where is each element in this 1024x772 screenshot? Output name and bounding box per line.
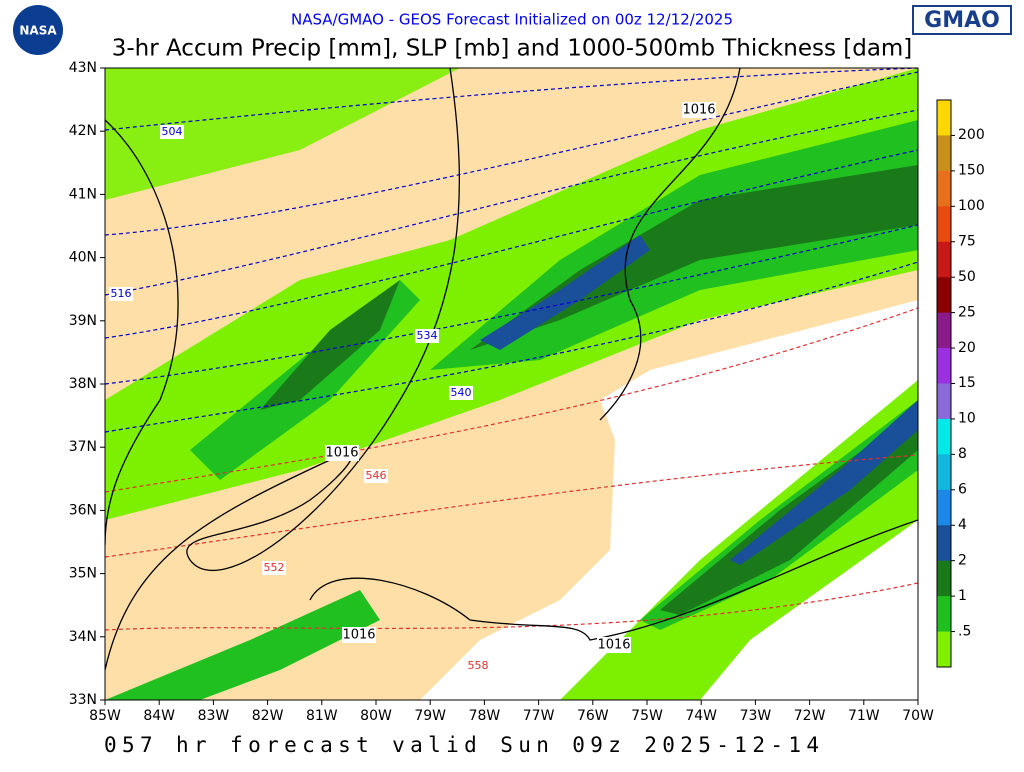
- lon-label: 80W: [360, 708, 392, 724]
- nasa-logo: [13, 5, 63, 55]
- colorbar-label: 200: [958, 127, 985, 143]
- gmao-logo-text: GMAO: [924, 8, 1000, 33]
- colorbar-label: 150: [958, 163, 985, 179]
- pressure-label: 1016: [682, 103, 715, 118]
- contour-label-bg: [415, 329, 439, 343]
- colorbar-label: 15: [958, 375, 976, 391]
- contour-label-bg: [325, 445, 359, 461]
- contour-label-bg: [682, 102, 716, 118]
- thickness-label: 558: [468, 659, 489, 672]
- colorbar-swatch: [937, 135, 951, 172]
- colorbar-swatch: [937, 170, 951, 207]
- colorbar-label: 2: [958, 552, 967, 568]
- colorbar-swatch: [937, 454, 951, 491]
- colorbar-swatch: [937, 100, 951, 136]
- colorbar-label: 100: [958, 198, 985, 214]
- lat-label: 43N: [69, 60, 97, 76]
- lon-label: 77W: [523, 708, 555, 724]
- colorbar-label: 8: [958, 446, 967, 462]
- colorbar-swatch: [937, 489, 951, 526]
- colorbar-swatch: [937, 383, 951, 420]
- gmao-logo: [912, 5, 1012, 35]
- lat-label: 34N: [69, 629, 97, 645]
- contour-label-bg: [597, 637, 631, 653]
- nasa-logo-text: NASA: [19, 24, 57, 38]
- contour-label-bg: [466, 659, 490, 673]
- lon-label: 83W: [198, 708, 230, 724]
- thickness-label: 546: [366, 469, 387, 482]
- contour-label-bg: [262, 561, 286, 575]
- lon-label: 79W: [414, 708, 446, 724]
- map-area: [105, 68, 918, 700]
- thickness-label: 552: [264, 561, 285, 574]
- lon-label: 74W: [685, 708, 717, 724]
- precip-heavy: [470, 165, 918, 350]
- lon-label: 78W: [469, 708, 501, 724]
- colorbar-label: 1: [958, 588, 967, 604]
- lon-label: 85W: [89, 708, 121, 724]
- precip-very-heavy: [480, 235, 650, 350]
- thickness-label: 504: [162, 125, 183, 138]
- colorbar-label: 10: [958, 411, 976, 427]
- colorbar-label: 20: [958, 340, 976, 356]
- lat-label: 41N: [69, 186, 97, 202]
- contour-label-bg: [160, 125, 184, 139]
- contour-label-bg: [364, 469, 388, 483]
- precip-medium: [105, 590, 380, 700]
- lon-label: 81W: [306, 708, 338, 724]
- lon-label: 84W: [143, 708, 175, 724]
- lat-label: 40N: [69, 250, 97, 266]
- thickness-label: 516: [111, 287, 132, 300]
- title: 3-hr Accum Precip [mm], SLP [mb] and 100…: [112, 36, 913, 62]
- thickness-contour: [105, 68, 918, 433]
- lat-label: 42N: [69, 123, 97, 139]
- colorbar-swatch: [937, 241, 951, 278]
- lon-label: 82W: [252, 708, 284, 724]
- contour-label-bg: [449, 386, 473, 400]
- colorbar-swatch: [937, 277, 951, 314]
- colorbar-swatch: [937, 596, 951, 633]
- thickness-label: 534: [417, 329, 438, 342]
- contour-label-bg: [342, 627, 376, 643]
- pressure-label: 1016: [342, 628, 375, 643]
- footer: 057 hr forecast valid Sun 09z 2025-12-14: [104, 733, 819, 757]
- lat-label: 39N: [69, 313, 97, 329]
- colorbar-label: 6: [958, 482, 967, 498]
- colorbar-swatch: [937, 631, 951, 668]
- slp-contour: [105, 68, 918, 671]
- colorbar-label: 75: [958, 233, 976, 249]
- precip-light: [105, 68, 460, 200]
- precip-very-heavy: [730, 400, 918, 565]
- lon-label: 72W: [794, 708, 826, 724]
- contour-label-bg: [109, 287, 133, 301]
- colorbar-swatch: [937, 348, 951, 384]
- thickness-label: 540: [451, 386, 472, 399]
- colorbar-swatch: [937, 525, 951, 562]
- lon-label: 73W: [740, 708, 772, 724]
- lon-label: 71W: [848, 708, 880, 724]
- lat-label: 38N: [69, 376, 97, 392]
- lat-label: 35N: [69, 566, 97, 582]
- lat-label: 37N: [69, 439, 97, 455]
- thickness-contour: [105, 307, 918, 631]
- lon-label: 75W: [631, 708, 663, 724]
- precip-heavy: [260, 280, 400, 410]
- subtitle: NASA/GMAO - GEOS Forecast Initialized on…: [291, 11, 733, 29]
- colorbar-label: 50: [958, 269, 976, 285]
- lon-label: 70W: [902, 708, 934, 724]
- lat-label: 36N: [69, 502, 97, 518]
- lat-label: 33N: [69, 692, 97, 708]
- pressure-label: 1016: [325, 446, 358, 461]
- lon-label: 76W: [577, 708, 609, 724]
- colorbar-swatch: [937, 418, 951, 455]
- colorbar-label: .5: [958, 623, 971, 639]
- colorbar-swatch: [937, 312, 951, 349]
- colorbar-label: 4: [958, 517, 967, 533]
- colorbar-swatch: [937, 560, 951, 597]
- colorbar-swatch: [937, 206, 951, 243]
- colorbar-label: 25: [958, 304, 976, 320]
- pressure-label: 1016: [597, 638, 630, 653]
